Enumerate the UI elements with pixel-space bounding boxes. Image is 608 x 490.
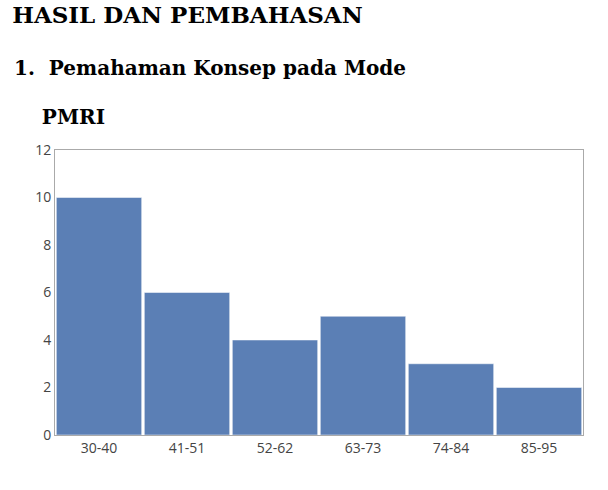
svg-text:12: 12 [35,140,51,159]
svg-text:1. Pemahaman Konsep pada Mode: 1. Pemahaman Konsep pada Mode [14,56,406,80]
svg-text:PMRI: PMRI [14,105,105,129]
svg-text:52-62: 52-62 [257,438,294,457]
svg-text:0: 0 [43,425,51,444]
svg-text:41-51: 41-51 [169,438,206,457]
svg-text:4: 4 [43,330,51,349]
svg-text:85-95: 85-95 [521,438,558,457]
svg-text:8: 8 [43,235,51,254]
svg-text:6: 6 [43,282,51,301]
svg-text:HASIL DAN PEMBAHASAN: HASIL DAN PEMBAHASAN [12,1,363,28]
svg-text:30-40: 30-40 [81,438,118,457]
svg-text:2: 2 [43,377,51,396]
svg-text:63-73: 63-73 [345,438,382,457]
svg-text:74-84: 74-84 [433,438,470,457]
svg-text:10: 10 [35,187,51,206]
